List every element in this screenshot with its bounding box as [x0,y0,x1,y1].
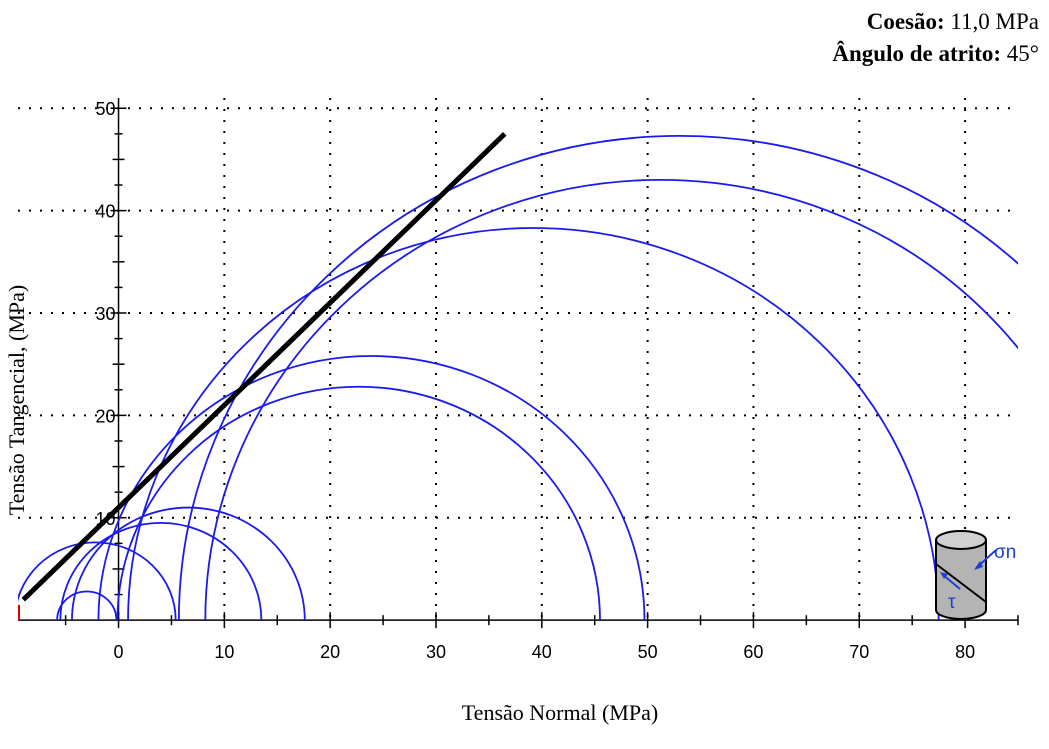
x-tick-label-50: 50 [638,642,658,662]
x-tick-label-80: 80 [955,642,975,662]
mohr-circle-4 [71,506,306,621]
mohr-circle-5 [116,385,601,621]
cohesion-value: 11,0 MPa [950,9,1039,34]
tau-label: τ [948,592,956,613]
friction-label: Ângulo de atrito: [832,41,1002,66]
x-tick-label-0: 0 [114,642,124,662]
mohr-circle-3 [59,521,263,621]
x-tick-label-40: 40 [532,642,552,662]
axes [18,98,1019,629]
cohesion-line: Coesão: 11,0 MPa [832,6,1039,38]
y-axis-title: Tensão Tangencial, (MPa) [4,285,29,516]
y-tick-label-20: 20 [95,406,115,426]
mohr-circle-1 [56,590,118,621]
y-tick-label-30: 30 [95,304,115,324]
x-axis-title: Tensão Normal (MPa) [462,700,658,725]
parameters-box: Coesão: 11,0 MPa Ângulo de atrito: 45° [832,6,1039,70]
x-tick-label-70: 70 [849,642,869,662]
sigma-n-label: σn [994,542,1016,563]
tick-labels: 0 10 20 30 40 50 60 70 80 10 20 30 40 50 [95,99,975,662]
y-tick-label-40: 40 [95,202,115,222]
failure-envelope-line [21,132,507,602]
x-tick-label-30: 30 [426,642,446,662]
x-tick-label-10: 10 [214,642,234,662]
friction-line: Ângulo de atrito: 45° [832,38,1039,70]
grid [18,98,1018,621]
mohr-circle-8 [205,180,1049,620]
y-tick-label-10: 10 [95,509,115,529]
mohr-circle-7 [127,227,940,621]
x-tick-label-20: 20 [320,642,340,662]
mohr-circles [18,136,1049,621]
x-tick-label-60: 60 [743,642,763,662]
failure-envelope-group [18,132,507,621]
y-tick-label-50: 50 [95,99,115,119]
friction-value: 45° [1006,41,1039,66]
mohr-circle-9 [179,136,1049,620]
mohr-circle-2 [18,541,177,621]
cohesion-label: Coesão: [866,9,945,34]
specimen-cylinder-icon: σn τ [935,530,1016,620]
